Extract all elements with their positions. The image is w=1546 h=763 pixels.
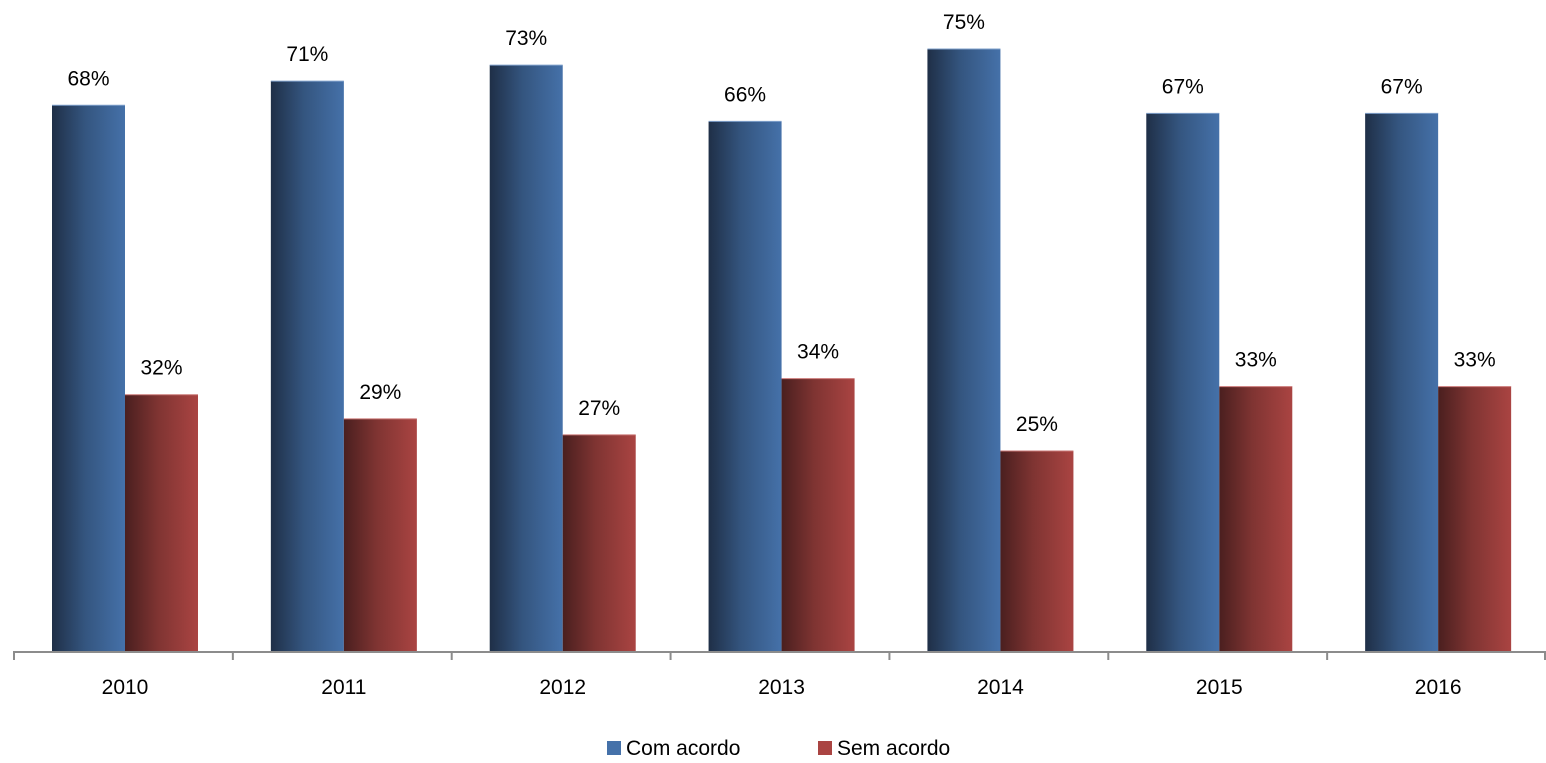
value-label-com-acordo-2011: 71% — [286, 43, 328, 66]
bar-sem-acordo-2016 — [1438, 386, 1512, 652]
bar-sem-acordo-2013 — [781, 378, 855, 652]
value-label-sem-acordo-2013: 34% — [797, 341, 839, 364]
bar-com-acordo-2011 — [270, 81, 344, 652]
legend-label-sem-acordo: Sem acordo — [837, 737, 950, 760]
bar-sem-acordo-2014 — [1000, 451, 1074, 652]
bar-com-acordo-2013 — [708, 121, 782, 653]
x-tick-label-2012: 2012 — [539, 676, 586, 699]
bar-com-acordo-2015 — [1146, 113, 1220, 652]
value-label-com-acordo-2010: 68% — [67, 67, 109, 90]
legend: Com acordo Sem acordo — [607, 737, 950, 760]
legend-label-com-acordo: Com acordo — [626, 737, 740, 760]
value-label-sem-acordo-2015: 33% — [1235, 349, 1277, 372]
bar-sem-acordo-2010 — [125, 394, 198, 652]
legend-swatch-sem-acordo — [818, 741, 832, 755]
x-axis: 2010 2011 2012 2013 2014 2015 2016 — [13, 651, 1546, 699]
legend-swatch-com-acordo — [607, 741, 621, 755]
value-label-com-acordo-2015: 67% — [1162, 75, 1204, 98]
x-tick-label-2016: 2016 — [1415, 676, 1462, 699]
value-label-sem-acordo-2011: 29% — [359, 381, 401, 404]
value-label-sem-acordo-2014: 25% — [1016, 413, 1058, 436]
bar-com-acordo-2010 — [52, 105, 125, 652]
x-tick-label-2014: 2014 — [977, 676, 1024, 699]
bar-com-acordo-2012 — [489, 65, 563, 652]
value-label-sem-acordo-2016: 33% — [1454, 349, 1496, 372]
x-tick-label-2011: 2011 — [321, 676, 366, 699]
value-label-com-acordo-2013: 66% — [724, 83, 766, 106]
value-labels-layer: 68% 32% 71% 29% 73% 27% 66% 34% 75% 25% 67% 33% 67% 3… — [67, 11, 1495, 436]
x-tick-label-2010: 2010 — [102, 676, 149, 699]
bar-sem-acordo-2011 — [343, 418, 417, 652]
bars-layer — [52, 48, 1512, 653]
bar-sem-acordo-2015 — [1219, 386, 1293, 652]
bar-com-acordo-2016 — [1365, 113, 1439, 652]
value-label-com-acordo-2014: 75% — [943, 11, 985, 34]
value-label-sem-acordo-2010: 32% — [140, 357, 182, 380]
x-tick-label-2013: 2013 — [758, 676, 805, 699]
value-label-sem-acordo-2012: 27% — [578, 397, 620, 420]
bar-sem-acordo-2012 — [562, 434, 636, 652]
x-tick-label-2015: 2015 — [1196, 676, 1243, 699]
value-label-com-acordo-2016: 67% — [1381, 75, 1423, 98]
bar-com-acordo-2014 — [927, 49, 1001, 652]
value-label-com-acordo-2012: 73% — [505, 27, 547, 50]
